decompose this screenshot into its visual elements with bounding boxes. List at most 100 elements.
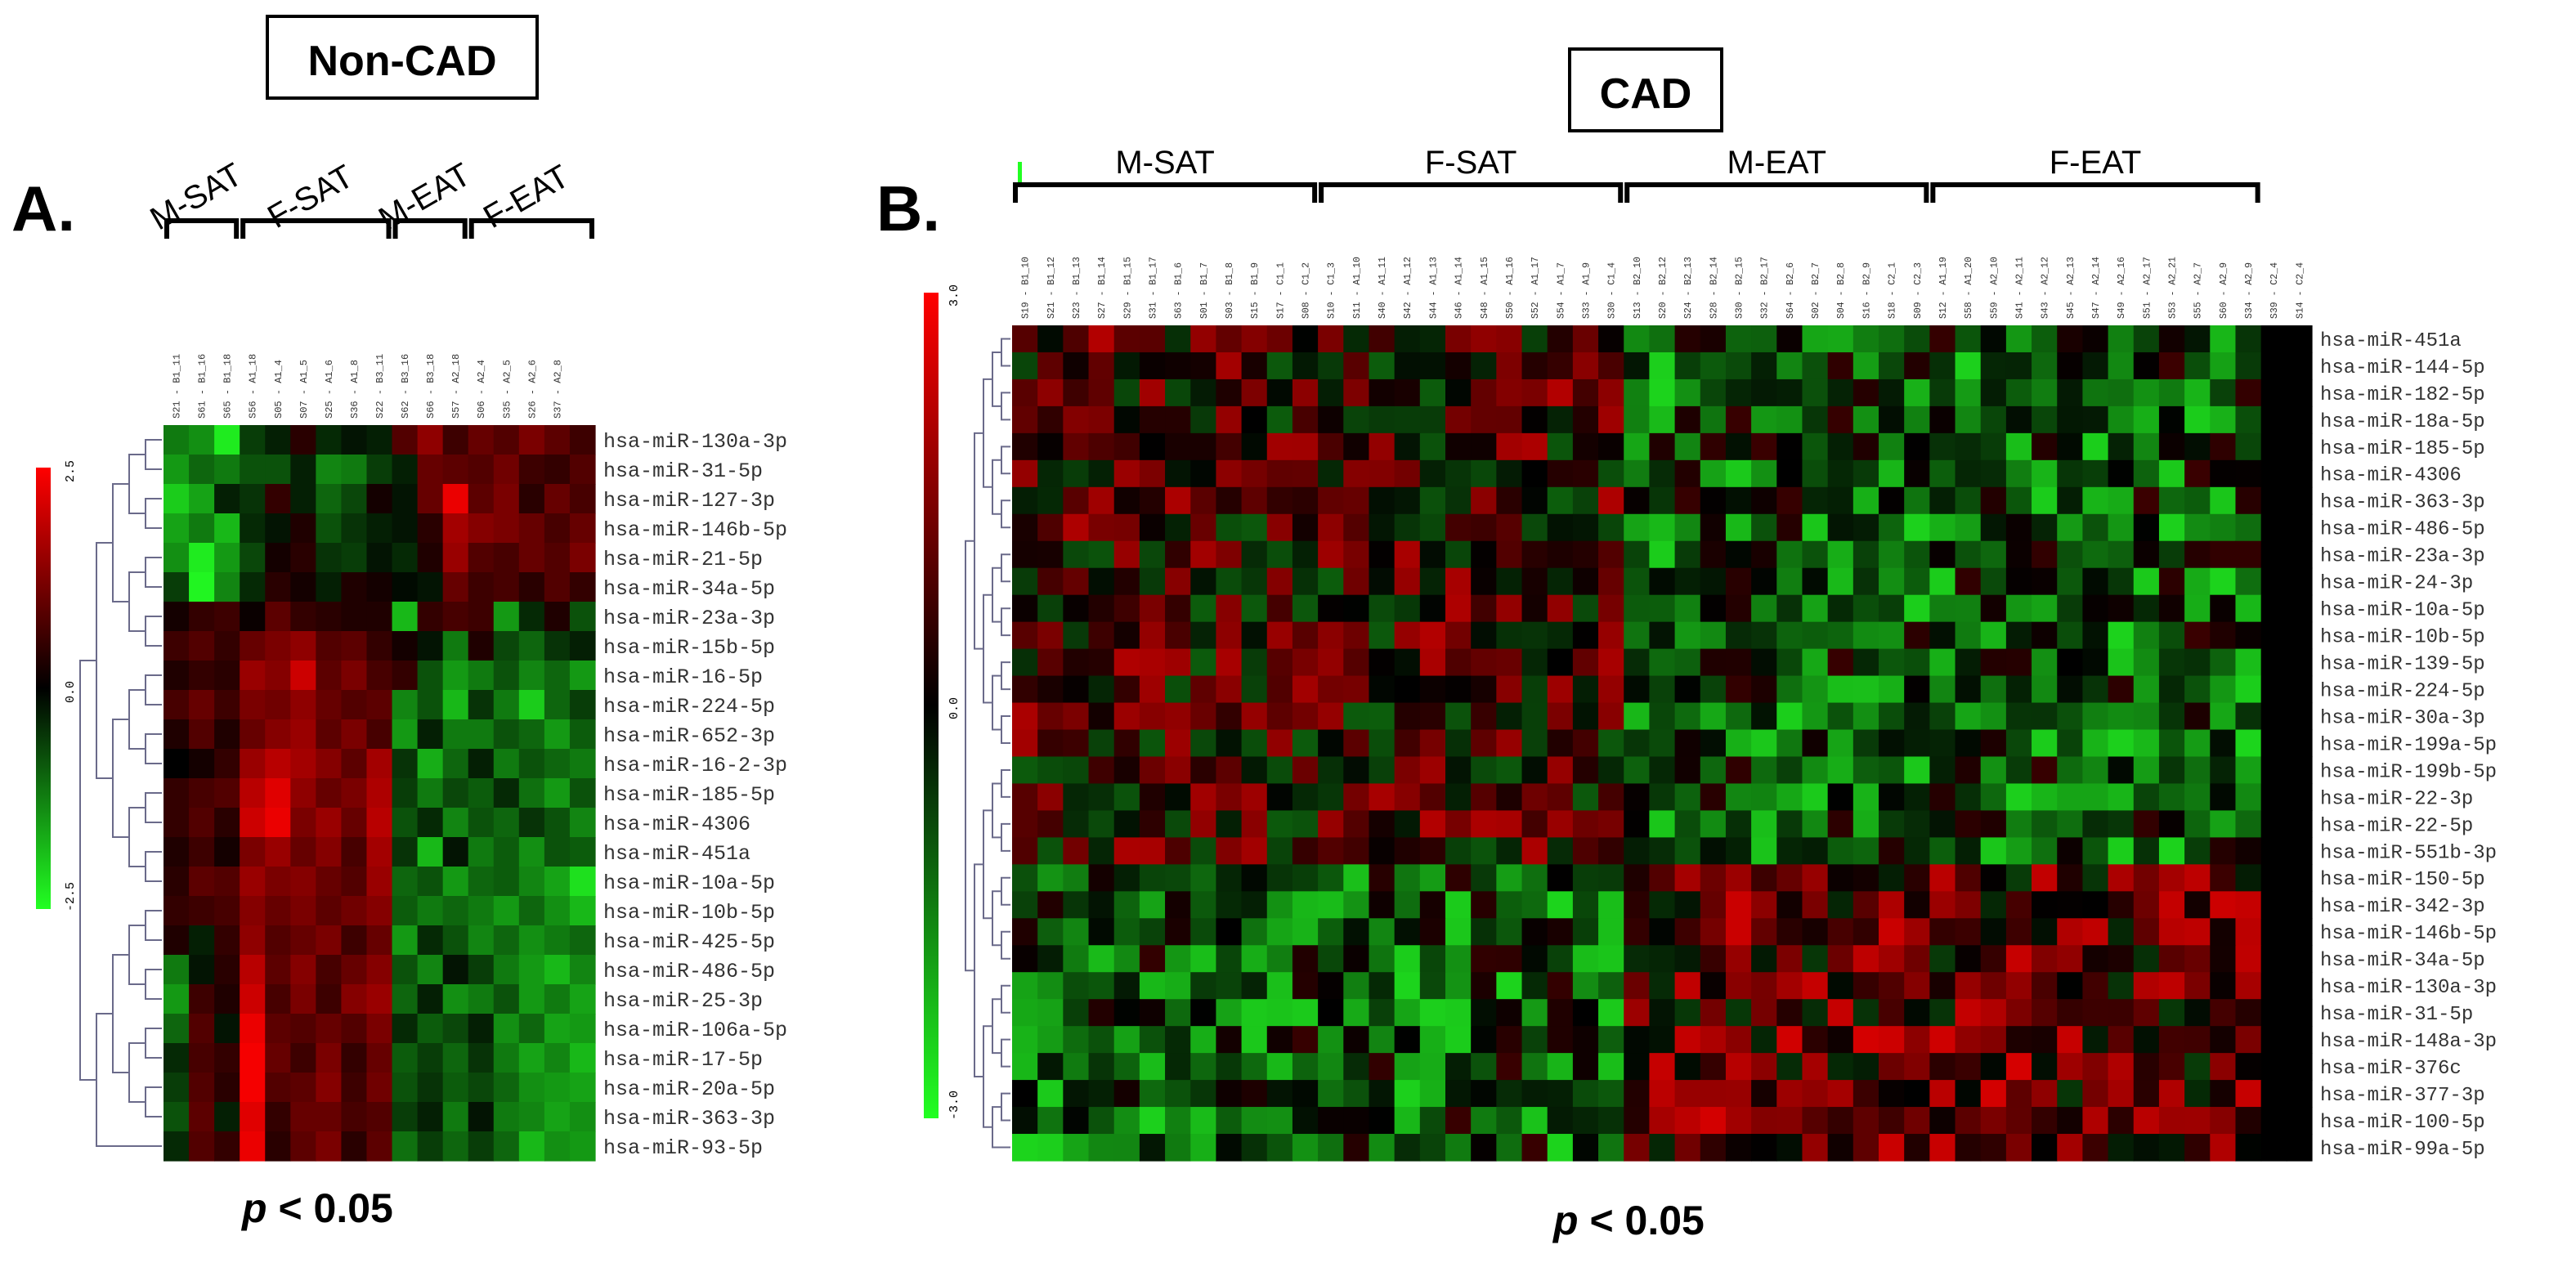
- heatmap-cell: [1369, 783, 1396, 812]
- heatmap-cell: [1343, 864, 1370, 892]
- heatmap-cell: [1827, 432, 1854, 461]
- heatmap-cell: [164, 1014, 190, 1044]
- heatmap-cell: [1776, 648, 1803, 677]
- heatmap-cell: [1725, 972, 1752, 1000]
- heatmap-cell: [1318, 729, 1344, 758]
- heatmap-cell: [1241, 999, 1268, 1027]
- heatmap-cell: [1802, 864, 1829, 892]
- heatmap-cell: [1139, 918, 1166, 946]
- heatmap-cell: [1802, 486, 1829, 515]
- heatmap-cell: [493, 896, 520, 926]
- heatmap-cell: [1113, 1134, 1140, 1162]
- heatmap-cell: [1521, 459, 1548, 488]
- heatmap-cell: [493, 690, 520, 720]
- heatmap-cell: [1318, 459, 1344, 488]
- heatmap-cell: [1216, 729, 1243, 758]
- heatmap-cell: [518, 572, 545, 602]
- heatmap-cell: [2184, 405, 2211, 434]
- heatmap-cell: [1369, 1134, 1396, 1162]
- heatmap-cell: [1879, 918, 1905, 946]
- heatmap-cell: [316, 925, 343, 956]
- heatmap-cell: [2057, 837, 2084, 865]
- heatmap-cell: [518, 749, 545, 779]
- heatmap-cell: [1725, 648, 1752, 677]
- row-label: hsa-miR-21-5p: [603, 548, 763, 571]
- heatmap-cell: [1700, 1080, 1727, 1108]
- heatmap-cell: [1216, 486, 1243, 515]
- column-label: S27 - B1_14: [1097, 257, 1108, 319]
- row-label: hsa-miR-22-3p: [2320, 788, 2473, 810]
- heatmap-cell: [1572, 945, 1599, 973]
- heatmap-cell: [1904, 352, 1930, 380]
- heatmap-cell: [1879, 810, 1905, 838]
- column-label: S55 - A2_7: [2193, 262, 2204, 319]
- heatmap-cell: [442, 837, 469, 867]
- heatmap-cell: [2260, 1080, 2287, 1108]
- heatmap-cell: [1598, 864, 1624, 892]
- heatmap-cell: [2133, 378, 2160, 407]
- heatmap-cell: [2133, 352, 2160, 380]
- heatmap-cell: [1190, 1026, 1217, 1054]
- heatmap-cell: [493, 572, 520, 602]
- group-bracket: [1930, 182, 2260, 203]
- heatmap-cell: [1674, 432, 1701, 461]
- heatmap-cell: [417, 1073, 444, 1103]
- heatmap-cell: [1547, 459, 1574, 488]
- heatmap-cell: [290, 1131, 316, 1162]
- heatmap-cell: [1649, 918, 1676, 946]
- heatmap-cell: [1318, 352, 1344, 380]
- heatmap-cell: [1292, 864, 1319, 892]
- heatmap-cell: [1929, 1026, 1956, 1054]
- heatmap-cell: [164, 543, 190, 573]
- heatmap-cell: [2184, 540, 2211, 569]
- heatmap-cell: [164, 425, 190, 455]
- heatmap-cell: [518, 867, 545, 897]
- heatmap-cell: [1419, 756, 1446, 785]
- heatmap-cell: [1113, 837, 1140, 865]
- column-label: S13 - B2_10: [1633, 257, 1643, 319]
- heatmap-cell: [2235, 918, 2262, 946]
- heatmap-cell: [493, 778, 520, 808]
- heatmap-cell: [1012, 1134, 1038, 1162]
- heatmap-cell: [1419, 352, 1446, 380]
- heatmap-cell: [1088, 702, 1115, 731]
- heatmap-cell: [544, 631, 571, 661]
- heatmap-cell: [1012, 567, 1038, 596]
- heatmap-cell: [1929, 540, 1956, 569]
- heatmap-cell: [1598, 648, 1624, 677]
- heatmap-cell: [1419, 999, 1446, 1027]
- heatmap-cell: [2286, 702, 2313, 731]
- heatmap-cell: [164, 1073, 190, 1103]
- heatmap-cell: [1521, 729, 1548, 758]
- heatmap-cell: [1190, 837, 1217, 865]
- heatmap-cell: [1318, 999, 1344, 1027]
- heatmap-cell: [1904, 1134, 1930, 1162]
- heatmap-cell: [1063, 1053, 1090, 1081]
- heatmap-cell: [1266, 1107, 1293, 1135]
- heatmap-cell: [1165, 945, 1191, 973]
- heatmap-cell: [2158, 864, 2185, 892]
- heatmap-cell: [1471, 486, 1497, 515]
- heatmap-cell: [2158, 567, 2185, 596]
- heatmap-cell: [265, 1043, 291, 1073]
- heatmap-cell: [1879, 432, 1905, 461]
- heatmap-cell: [1037, 594, 1064, 623]
- heatmap-cell: [518, 837, 545, 867]
- heatmap-cell: [2286, 1080, 2313, 1108]
- heatmap-cell: [1190, 459, 1217, 488]
- heatmap-cell: [1012, 837, 1038, 865]
- heatmap-cell: [2184, 918, 2211, 946]
- heatmap-cell: [2210, 1080, 2237, 1108]
- heatmap-cell: [2133, 513, 2160, 542]
- dendrogram-branch: [1001, 446, 1010, 475]
- heatmap-cell: [341, 484, 368, 514]
- dendrogram-branch: [1001, 930, 1010, 960]
- heatmap-cell: [1165, 459, 1191, 488]
- heatmap-cell: [290, 896, 316, 926]
- heatmap-cell: [2032, 405, 2058, 434]
- heatmap-cell: [544, 690, 571, 720]
- heatmap-cell: [2082, 621, 2109, 650]
- heatmap-cell: [341, 513, 368, 544]
- heatmap-cell: [544, 867, 571, 897]
- heatmap-cell: [1776, 783, 1803, 812]
